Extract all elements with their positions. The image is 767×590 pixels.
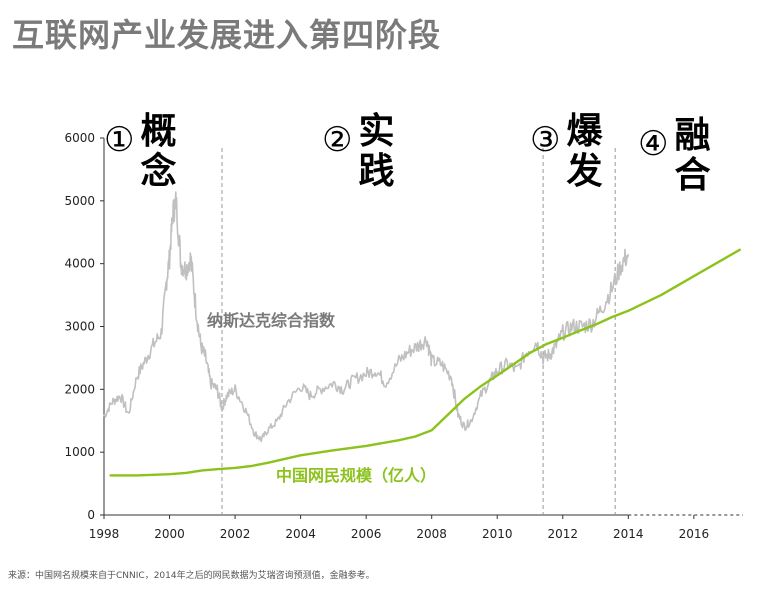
x-tick-label: 2002 — [220, 527, 251, 541]
x-tick-label: 2004 — [285, 527, 316, 541]
x-tick-label: 2016 — [679, 527, 710, 541]
footnote: 来源：中国网名规模来自于CNNIC，2014年之后的网民数据为艾瑞咨询预测值，金… — [8, 571, 375, 581]
phase-number: ① — [104, 120, 135, 160]
y-tick-label: 6000 — [64, 131, 95, 145]
y-tick-label: 5000 — [64, 194, 95, 208]
phase-explosion: ③ 爆发 — [530, 112, 606, 192]
phase-fusion: ④ 融合 — [638, 116, 714, 196]
netizens-line — [109, 248, 741, 477]
phase-label: 融合 — [674, 115, 711, 196]
phase-label: 实践 — [358, 111, 395, 192]
x-tick-label: 2014 — [613, 527, 644, 541]
page-title: 互联网产业发展进入第四阶段 — [12, 16, 442, 54]
y-tick-label: 4000 — [64, 257, 95, 271]
nasdaq-line — [103, 191, 630, 443]
y-tick-label: 0 — [87, 508, 95, 522]
y-tick-label: 1000 — [64, 445, 95, 459]
phase-number: ② — [322, 120, 353, 160]
phase-practice: ② 实践 — [322, 112, 398, 192]
nasdaq-series-label: 纳斯达克综合指数 — [207, 311, 336, 330]
y-tick-label: 3000 — [64, 320, 95, 334]
phase-number: ③ — [530, 120, 561, 160]
x-tick-label: 2012 — [547, 527, 578, 541]
y-tick-label: 2000 — [64, 382, 95, 396]
phase-label: 爆发 — [566, 111, 603, 192]
x-tick-label: 2000 — [154, 527, 185, 541]
x-tick-label: 1998 — [89, 527, 120, 541]
x-tick-label: 2010 — [482, 527, 513, 541]
phase-concept: ① 概念 — [104, 112, 180, 192]
phase-number: ④ — [638, 124, 669, 164]
netizens-series-label: 中国网民规模（亿人） — [276, 466, 437, 485]
x-tick-label: 2008 — [416, 527, 447, 541]
phase-label: 概念 — [140, 111, 177, 192]
x-tick-label: 2006 — [351, 527, 382, 541]
